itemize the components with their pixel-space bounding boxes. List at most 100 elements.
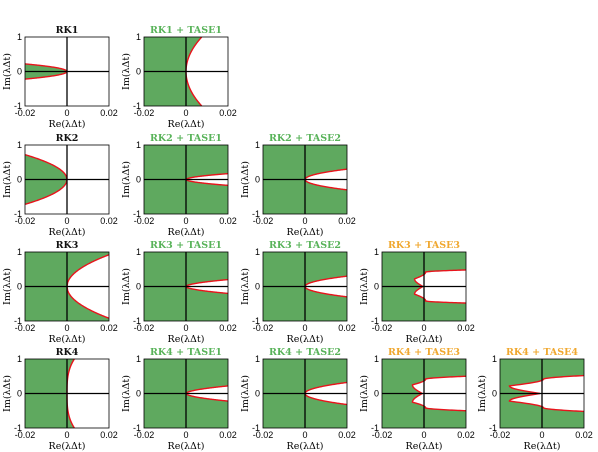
y-tick-label: -1 bbox=[133, 209, 141, 219]
y-tick-label: 0 bbox=[136, 389, 141, 399]
y-tick-label: 0 bbox=[136, 175, 141, 185]
x-tick-label: 0.02 bbox=[457, 323, 475, 333]
subplot-11: RK4 + TASE2 -0.02 0 0.02 1 0 -1 Re(λΔt) Im(λΔt) bbox=[240, 347, 356, 452]
x-tick-label: -0.02 bbox=[372, 323, 393, 333]
x-tick-label: -0.02 bbox=[15, 323, 36, 333]
y-tick-label: 1 bbox=[136, 247, 141, 257]
y-axis-label: Im(λΔt) bbox=[2, 53, 13, 90]
subplot-title: RK4 + TASE3 bbox=[388, 347, 460, 358]
x-tick-label: 0 bbox=[183, 323, 188, 333]
x-tick-label: -0.02 bbox=[253, 323, 274, 333]
subplot-10: RK4 + TASE1 -0.02 0 0.02 1 0 -1 Re(λΔt) Im(λΔt) bbox=[121, 347, 237, 452]
x-tick-label: 0.02 bbox=[575, 430, 593, 440]
subplot-0: RK1 -0.02 0 0.02 1 0 -1 Re(λΔt) Im(λΔt) bbox=[2, 25, 118, 130]
x-tick-label: -0.02 bbox=[15, 216, 36, 226]
x-tick-label: 0.02 bbox=[338, 430, 356, 440]
x-axis-label: Re(λΔt) bbox=[168, 334, 205, 345]
subplot-13: RK4 + TASE4 -0.02 0 0.02 1 0 -1 Re(λΔt) Im(λΔt) bbox=[477, 347, 593, 452]
x-tick-label: 0.02 bbox=[100, 430, 118, 440]
subplot-title: RK2 + TASE1 bbox=[150, 133, 222, 144]
y-tick-label: 0 bbox=[136, 282, 141, 292]
plot-frame bbox=[24, 36, 110, 107]
x-axis-label: Re(λΔt) bbox=[287, 441, 324, 452]
subplot-title: RK4 + TASE2 bbox=[269, 347, 341, 358]
x-tick-label: 0.02 bbox=[457, 430, 475, 440]
x-tick-label: 0 bbox=[64, 216, 69, 226]
x-tick-label: -0.02 bbox=[15, 108, 36, 118]
y-tick-label: 1 bbox=[17, 140, 22, 150]
y-tick-label: 1 bbox=[492, 354, 497, 364]
subplot-title: RK4 bbox=[56, 347, 79, 358]
subplot-title: RK2 + TASE2 bbox=[269, 133, 341, 144]
y-tick-label: -1 bbox=[14, 423, 22, 433]
plot-frame bbox=[262, 144, 348, 215]
subplot-7: RK3 + TASE2 -0.02 0 0.02 1 0 -1 Re(λΔt) Im(λΔt) bbox=[240, 240, 356, 345]
x-tick-label: 0 bbox=[64, 430, 69, 440]
subplot-title: RK1 bbox=[56, 25, 79, 36]
y-axis-label: Im(λΔt) bbox=[359, 268, 370, 305]
x-tick-label: 0 bbox=[64, 108, 69, 118]
y-tick-label: 0 bbox=[17, 67, 22, 77]
y-tick-label: 0 bbox=[136, 67, 141, 77]
x-tick-label: -0.02 bbox=[134, 430, 155, 440]
x-axis-label: Re(λΔt) bbox=[49, 119, 86, 130]
x-axis-label: Re(λΔt) bbox=[49, 334, 86, 345]
y-tick-label: 0 bbox=[255, 389, 260, 399]
y-axis-label: Im(λΔt) bbox=[121, 53, 132, 90]
subplot-8: RK3 + TASE3 -0.02 0 0.02 1 0 -1 Re(λΔt) Im(λΔt) bbox=[359, 240, 475, 345]
x-tick-label: 0 bbox=[183, 216, 188, 226]
y-tick-label: 1 bbox=[136, 32, 141, 42]
x-tick-label: 0 bbox=[421, 323, 426, 333]
x-tick-label: 0 bbox=[302, 216, 307, 226]
y-axis-label: Im(λΔt) bbox=[240, 375, 251, 412]
subplot-3: RK2 + TASE1 -0.02 0 0.02 1 0 -1 Re(λΔt) Im(λΔt) bbox=[121, 133, 237, 238]
x-tick-label: -0.02 bbox=[253, 216, 274, 226]
plot-frame bbox=[262, 358, 348, 429]
y-tick-label: 0 bbox=[255, 282, 260, 292]
plot-frame bbox=[143, 36, 229, 107]
subplot-9: RK4 -0.02 0 0.02 1 0 -1 Re(λΔt) Im(λΔt) bbox=[2, 347, 118, 452]
x-axis-label: Re(λΔt) bbox=[406, 334, 443, 345]
plot-frame bbox=[24, 144, 110, 215]
subplot-1: RK1 + TASE1 -0.02 0 0.02 1 0 -1 Re(λΔt) Im(λΔt) bbox=[121, 25, 237, 130]
x-tick-label: -0.02 bbox=[253, 430, 274, 440]
y-tick-label: -1 bbox=[252, 316, 260, 326]
y-axis-label: Im(λΔt) bbox=[240, 268, 251, 305]
plot-frame bbox=[381, 358, 467, 429]
x-tick-label: -0.02 bbox=[134, 216, 155, 226]
y-tick-label: 0 bbox=[17, 175, 22, 185]
x-tick-label: 0.02 bbox=[338, 323, 356, 333]
x-tick-label: 0 bbox=[183, 430, 188, 440]
plot-frame bbox=[143, 144, 229, 215]
x-tick-label: 0.02 bbox=[100, 216, 118, 226]
y-tick-label: -1 bbox=[371, 316, 379, 326]
y-axis-label: Im(λΔt) bbox=[121, 375, 132, 412]
y-axis-label: Im(λΔt) bbox=[121, 268, 132, 305]
y-tick-label: 1 bbox=[17, 247, 22, 257]
subplot-title: RK3 + TASE1 bbox=[150, 240, 222, 251]
x-axis-label: Re(λΔt) bbox=[168, 119, 205, 130]
y-tick-label: 1 bbox=[255, 247, 260, 257]
subplot-6: RK3 + TASE1 -0.02 0 0.02 1 0 -1 Re(λΔt) Im(λΔt) bbox=[121, 240, 237, 345]
y-tick-label: 1 bbox=[17, 32, 22, 42]
y-tick-label: 1 bbox=[374, 247, 379, 257]
plot-frame bbox=[381, 251, 467, 322]
x-axis-label: Re(λΔt) bbox=[406, 441, 443, 452]
plot-frame bbox=[24, 251, 110, 322]
y-tick-label: 0 bbox=[255, 175, 260, 185]
plot-frame bbox=[24, 358, 110, 429]
y-axis-label: Im(λΔt) bbox=[2, 375, 13, 412]
x-tick-label: 0.02 bbox=[219, 108, 237, 118]
subplot-2: RK2 -0.02 0 0.02 1 0 -1 Re(λΔt) Im(λΔt) bbox=[2, 133, 118, 238]
y-tick-label: 1 bbox=[255, 354, 260, 364]
y-tick-label: 0 bbox=[374, 389, 379, 399]
x-tick-label: 0 bbox=[421, 430, 426, 440]
y-tick-label: 1 bbox=[136, 354, 141, 364]
y-tick-label: -1 bbox=[133, 316, 141, 326]
y-tick-label: -1 bbox=[14, 316, 22, 326]
y-tick-label: 0 bbox=[17, 282, 22, 292]
x-tick-label: 0 bbox=[302, 323, 307, 333]
plot-frame bbox=[143, 251, 229, 322]
x-tick-label: 0 bbox=[183, 108, 188, 118]
